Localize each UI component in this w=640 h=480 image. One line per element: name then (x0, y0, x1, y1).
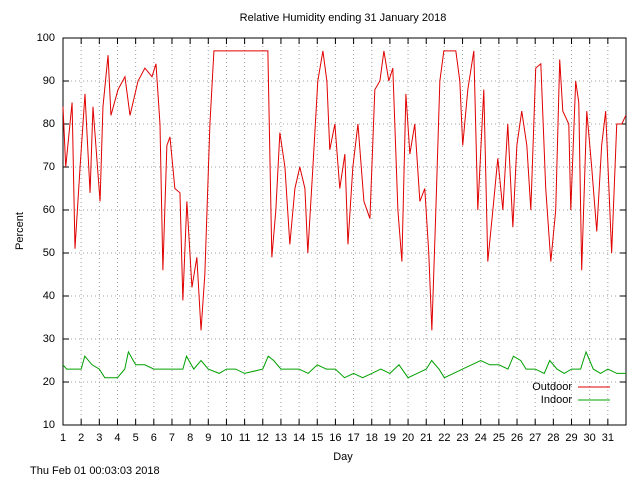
x-tick-label: 21 (420, 432, 432, 444)
y-tick-label: 70 (43, 161, 55, 173)
x-tick-label: 9 (205, 432, 211, 444)
y-tick-label: 20 (43, 376, 55, 388)
legend-label: Outdoor (532, 381, 572, 393)
x-tick-label: 17 (347, 432, 359, 444)
x-axis-label: Day (333, 451, 353, 463)
y-tick-label: 50 (43, 247, 55, 259)
y-tick-label: 40 (43, 290, 55, 302)
y-axis-label: Percent (14, 212, 26, 250)
x-tick-label: 24 (475, 432, 487, 444)
x-tick-label: 1 (60, 432, 66, 444)
x-tick-label: 15 (311, 432, 323, 444)
line-series (62, 350, 626, 379)
x-tick-label: 26 (511, 432, 523, 444)
x-tick-label: 12 (257, 432, 269, 444)
y-tick-label: 30 (43, 333, 55, 345)
x-tick-label: 6 (151, 432, 157, 444)
y-tick-label: 60 (43, 204, 55, 216)
x-tick-label: 20 (402, 432, 414, 444)
line-series (62, 50, 627, 331)
x-tick-label: 4 (114, 432, 120, 444)
x-tick-label: 22 (438, 432, 450, 444)
x-tick-label: 5 (133, 432, 139, 444)
x-tick-label: 29 (565, 432, 577, 444)
x-tick-label: 30 (584, 432, 596, 444)
legend-label: Indoor (541, 394, 573, 406)
y-tick-label: 80 (43, 118, 55, 130)
x-tick-label: 2 (78, 432, 84, 444)
x-tick-label: 13 (275, 432, 287, 444)
x-tick-label: 3 (96, 432, 102, 444)
x-tick-label: 14 (293, 432, 305, 444)
x-tick-label: 19 (384, 432, 396, 444)
x-tick-label: 28 (547, 432, 559, 444)
x-tick-label: 11 (239, 432, 250, 444)
x-tick-label: 8 (187, 432, 193, 444)
x-tick-label: 31 (602, 432, 614, 444)
chart-title: Relative Humidity ending 31 January 2018 (240, 12, 447, 24)
plot-border (62, 37, 627, 426)
y-tick-label: 100 (37, 32, 55, 44)
x-tick-label: 27 (529, 432, 541, 444)
x-tick-label: 23 (456, 432, 468, 444)
x-tick-label: 16 (329, 432, 341, 444)
footer: Thu Feb 01 00:03:03 2018 (30, 465, 160, 477)
x-tick-label: 25 (493, 432, 505, 444)
y-tick-label: 10 (43, 419, 55, 431)
x-tick-label: 7 (169, 432, 175, 444)
x-tick-label: 10 (220, 432, 232, 444)
x-tick-label: 18 (366, 432, 378, 444)
y-tick-label: 90 (43, 75, 55, 87)
